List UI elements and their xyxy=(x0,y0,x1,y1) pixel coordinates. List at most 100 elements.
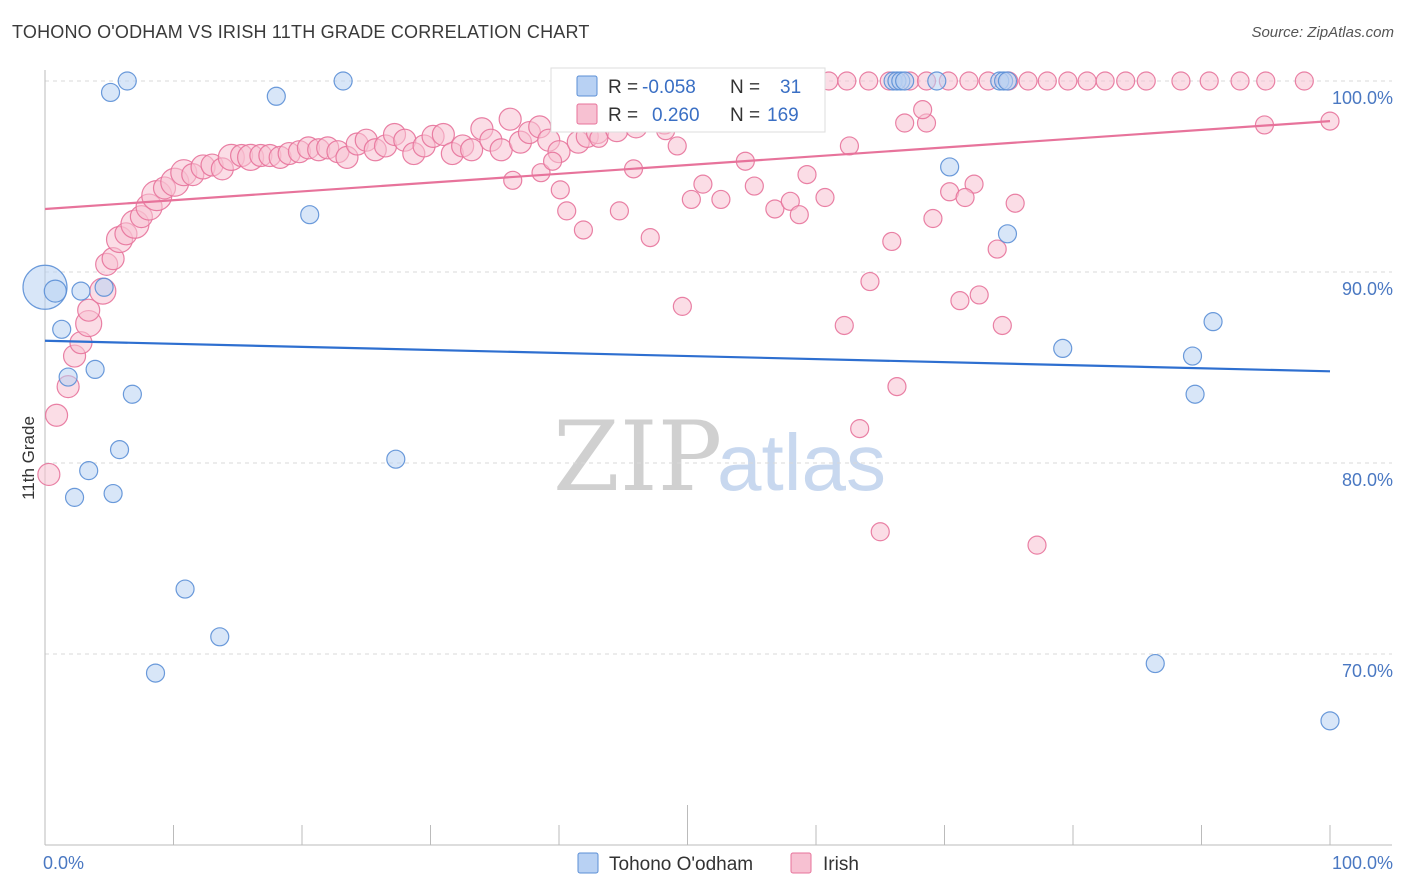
irish-point xyxy=(1027,535,1047,555)
irish-point xyxy=(573,220,594,240)
stats-n-value-2: 169 xyxy=(767,105,799,126)
tohono-point xyxy=(1145,653,1165,674)
tohono-point xyxy=(1053,338,1073,358)
irish-point xyxy=(667,136,687,156)
y-tick-label: 70.0% xyxy=(1342,661,1393,681)
y-axis-label: 11th Grade xyxy=(19,416,38,500)
irish-point xyxy=(1095,71,1115,91)
irish-point xyxy=(1018,71,1038,91)
tick-labels: 70.0% 80.0% 90.0% 100.0% 0.0% 100.0% xyxy=(43,88,1393,873)
irish-point xyxy=(837,71,857,91)
tohono-point xyxy=(895,71,915,91)
irish-point xyxy=(895,113,915,133)
series-tohono-points xyxy=(22,71,1340,731)
tohono-point xyxy=(1182,346,1203,366)
irish-point xyxy=(815,187,835,208)
irish-point xyxy=(950,291,970,311)
tohono-point xyxy=(300,205,320,225)
tohono-point xyxy=(100,82,121,103)
irish-point xyxy=(780,191,800,211)
irish-point xyxy=(913,100,933,120)
irish-point xyxy=(1256,71,1276,91)
legend-swatch-tohono xyxy=(577,852,599,874)
irish-point xyxy=(1037,71,1057,91)
irish-point xyxy=(860,271,880,292)
irish-point xyxy=(609,201,629,221)
axes xyxy=(44,70,1392,846)
tohono-point xyxy=(333,71,353,91)
irish-point xyxy=(550,180,570,200)
y-tick-label: 90.0% xyxy=(1342,279,1393,299)
trend-line-tohono xyxy=(44,339,1331,373)
irish-point xyxy=(1136,71,1156,91)
tohono-point xyxy=(175,579,195,599)
irish-point xyxy=(959,71,979,91)
stats-r-label-2: R = xyxy=(608,105,638,126)
irish-point xyxy=(923,208,943,229)
tohono-point xyxy=(266,86,286,106)
irish-point xyxy=(887,377,907,397)
irish-point xyxy=(37,462,61,487)
trend-lines xyxy=(44,120,1331,373)
tohono-point xyxy=(940,157,960,177)
x-tick-label: 100.0% xyxy=(1332,853,1393,873)
tohono-point xyxy=(386,449,406,469)
legend-swatch-irish xyxy=(790,852,812,874)
tohono-point xyxy=(997,224,1018,244)
irish-point xyxy=(850,419,870,439)
irish-point xyxy=(964,174,984,194)
tohono-point xyxy=(927,71,947,91)
tohono-point xyxy=(103,483,123,504)
tohono-point xyxy=(122,384,142,404)
irish-point xyxy=(859,71,879,91)
stats-swatch-irish xyxy=(576,103,598,125)
stats-r-value-1: -0.058 xyxy=(642,77,696,98)
series-legend: Tohono O'odham Irish xyxy=(577,852,859,875)
irish-point xyxy=(1005,193,1025,213)
tohono-point xyxy=(58,367,78,387)
irish-point xyxy=(1058,71,1078,91)
irish-point xyxy=(1116,71,1136,91)
irish-point xyxy=(969,285,989,305)
stats-swatch-tohono xyxy=(576,75,598,97)
irish-point xyxy=(693,174,713,194)
irish-point xyxy=(1199,71,1219,91)
y-tick-label: 80.0% xyxy=(1342,470,1393,490)
x-tick-label: 0.0% xyxy=(43,853,84,873)
irish-point xyxy=(640,228,660,248)
tohono-point xyxy=(1320,711,1340,731)
irish-point xyxy=(711,189,731,210)
tohono-point xyxy=(64,487,85,507)
stats-legend: R = -0.058 N = 31 R = 0.260 N = 169 xyxy=(550,67,826,133)
tohono-point xyxy=(94,277,114,297)
irish-point xyxy=(672,296,692,316)
irish-point xyxy=(503,170,523,190)
tohono-point xyxy=(210,627,230,647)
irish-point xyxy=(987,239,1007,259)
irish-point xyxy=(498,107,522,131)
stats-r-value-2: 0.260 xyxy=(652,105,700,126)
irish-point xyxy=(839,136,860,156)
irish-point xyxy=(1171,71,1191,91)
source-label: Source: ZipAtlas.com xyxy=(1251,24,1394,41)
stats-n-value-1: 31 xyxy=(780,77,801,98)
irish-point xyxy=(77,298,101,322)
irish-point xyxy=(1077,71,1097,91)
irish-point xyxy=(557,201,577,221)
tohono-point xyxy=(43,279,67,303)
watermark-zip: ZIP xyxy=(553,401,722,513)
tohono-point xyxy=(79,461,99,481)
irish-point xyxy=(744,176,764,196)
irish-point xyxy=(531,163,551,183)
y-tick-label: 100.0% xyxy=(1332,88,1393,108)
irish-point xyxy=(1230,71,1250,91)
irish-point xyxy=(44,403,69,427)
tohono-point xyxy=(1185,384,1205,404)
irish-point xyxy=(542,151,563,171)
trend-line-irish xyxy=(44,120,1331,211)
irish-point xyxy=(789,205,809,225)
irish-point xyxy=(765,199,785,219)
irish-point xyxy=(870,522,890,542)
irish-point xyxy=(431,122,455,147)
